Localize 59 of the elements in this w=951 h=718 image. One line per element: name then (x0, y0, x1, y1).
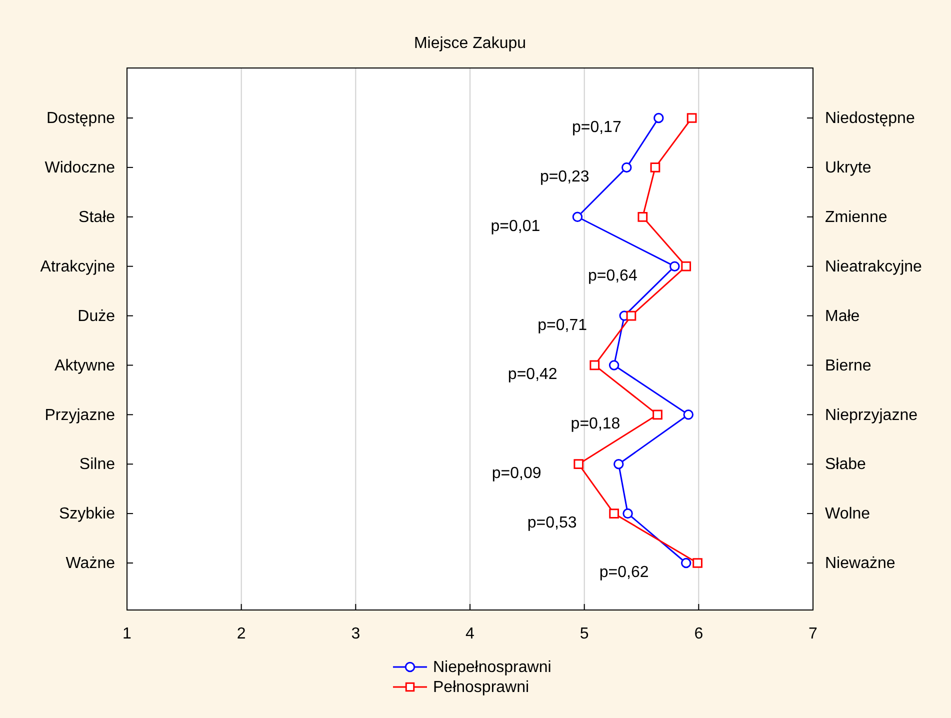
x-tick-label: 4 (466, 626, 475, 643)
y-tick-label: Ważne (66, 555, 116, 572)
x-tick-label: 5 (580, 626, 589, 643)
legend-label: Niepełnosprawni (433, 659, 552, 676)
y2-tick-label: Nieprzyjazne (825, 406, 918, 424)
annotation: p=0,18 (570, 416, 620, 433)
y2-tick-label: Nieatrakcyjne (825, 258, 922, 276)
point (638, 212, 648, 222)
annotation: p=0,09 (492, 465, 542, 482)
y-tick-label: Dostępne (46, 110, 116, 128)
annotation: p=0,17 (572, 119, 622, 136)
y-tick-label: Aktywne (54, 357, 116, 374)
point (626, 310, 636, 321)
point (652, 410, 662, 420)
annotation: p=0,42 (508, 366, 558, 384)
y-tick-label: Stałe (78, 209, 116, 226)
x-tick-label: 6 (694, 626, 704, 643)
point (609, 508, 619, 518)
y2-tick-label: Wolne (825, 506, 870, 523)
annotation: p=0,23 (540, 168, 590, 186)
point (680, 558, 692, 568)
y-tick-label: Widoczne (44, 160, 116, 177)
point (692, 558, 702, 568)
annotation: p=0,71 (538, 316, 588, 334)
point (654, 112, 664, 124)
legend-label: Pełnosprawni (433, 679, 530, 696)
point (681, 261, 692, 272)
point (622, 508, 633, 519)
y-tick-label: Duże (78, 308, 116, 325)
annotation: p=0,53 (527, 514, 577, 532)
y-tick-label: Szybkie (58, 506, 116, 523)
y2-tick-label: Ukryte (825, 160, 872, 177)
y2-tick-label: Niedostępne (825, 110, 915, 128)
y-tick-label: Atrakcyjne (40, 258, 116, 276)
y2-tick-label: Zmienne (825, 209, 888, 226)
point (622, 162, 632, 173)
annotation: p=0,62 (599, 564, 649, 581)
x-tick-label: 3 (351, 626, 360, 643)
point (686, 113, 697, 123)
point (608, 360, 620, 370)
x-tick-label: 7 (808, 626, 818, 643)
chart-title: Miejsce Zakupu (414, 35, 526, 52)
point (650, 162, 660, 172)
y-tick-label: Przyjazne (44, 406, 116, 424)
point (670, 261, 680, 272)
y2-tick-label: Małe (825, 308, 860, 325)
annotation: p=0,01 (490, 218, 540, 235)
y2-tick-label: Słabe (825, 456, 866, 474)
x-tick-label: 1 (122, 626, 132, 643)
point (614, 459, 624, 470)
point (683, 410, 694, 420)
point (590, 360, 600, 370)
y-tick-label: Silne (79, 456, 116, 474)
y2-tick-label: Bierne (825, 357, 872, 374)
point (574, 459, 584, 470)
annotation: p=0,64 (588, 267, 638, 284)
point (572, 212, 583, 222)
y2-tick-label: Nieważne (825, 555, 896, 572)
x-tick-label: 2 (236, 626, 246, 643)
